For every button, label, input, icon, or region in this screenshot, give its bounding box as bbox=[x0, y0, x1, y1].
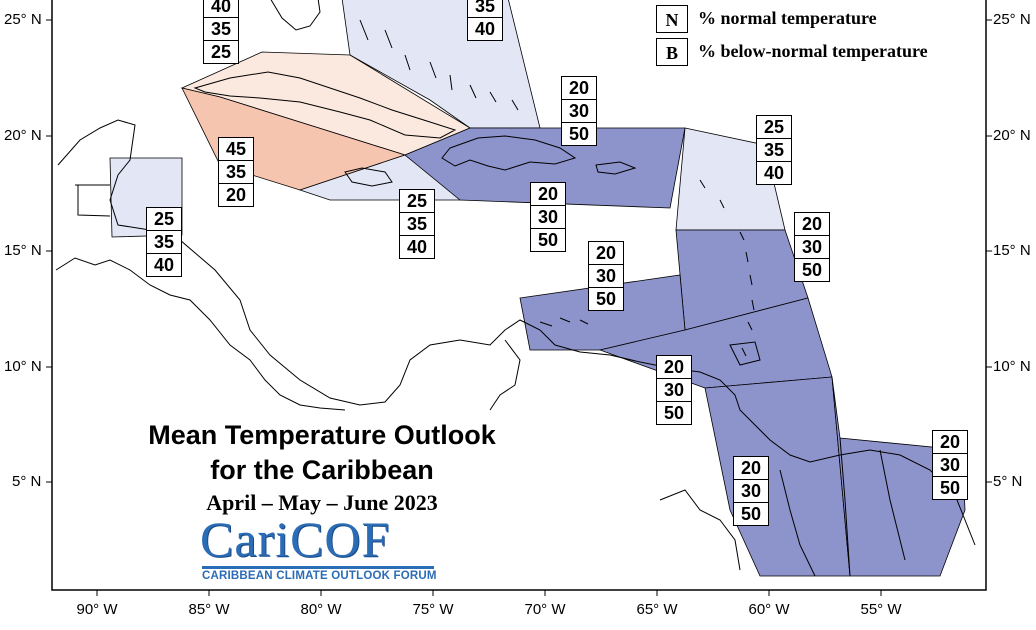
lat-label-15n-left: 15° N bbox=[4, 242, 42, 259]
prob-value: 40 bbox=[203, 0, 239, 18]
prob-value: 20 bbox=[733, 456, 769, 480]
prob-value: 45 bbox=[218, 137, 254, 161]
lon-label-55w: 55° W bbox=[860, 601, 902, 618]
lat-label-15n-right: 15° N bbox=[993, 242, 1031, 259]
forecast-period: April – May – June 2023 bbox=[206, 490, 438, 515]
prob-value: 30 bbox=[561, 99, 597, 123]
prob-value: 40 bbox=[467, 17, 503, 41]
prob-value: 20 bbox=[530, 182, 566, 206]
prob-value: 30 bbox=[794, 235, 830, 259]
lat-label-5n-left: 5° N bbox=[12, 473, 42, 490]
coastlines bbox=[55, 0, 976, 577]
prob-value: 50 bbox=[588, 287, 624, 311]
map-frame bbox=[51, 0, 987, 591]
lat-label-5n-right: 5° N bbox=[993, 473, 1023, 490]
prob-value: 40 bbox=[146, 253, 182, 277]
prob-value: 35 bbox=[467, 0, 503, 18]
prob-value: 50 bbox=[932, 476, 968, 500]
legend-key-normal: N bbox=[656, 4, 688, 33]
legend-row-below: B % below-normal temperature bbox=[656, 35, 928, 68]
prob-value: 25 bbox=[756, 115, 792, 139]
lon-label-85w: 85° W bbox=[188, 601, 230, 618]
legend-row-normal: N % normal temperature bbox=[656, 2, 928, 35]
region-guyana bbox=[704, 376, 851, 577]
legend: N % normal temperature B % below-normal … bbox=[656, 2, 928, 68]
prob-value: 30 bbox=[733, 479, 769, 503]
prob-value: 30 bbox=[530, 205, 566, 229]
lon-label-80w: 80° W bbox=[300, 601, 342, 618]
prob-box-leeward: 20 30 50 bbox=[794, 212, 830, 282]
region-hispaniola bbox=[404, 127, 686, 209]
prob-value: 20 bbox=[561, 76, 597, 100]
prob-value: 35 bbox=[203, 17, 239, 41]
prob-value: 20 bbox=[932, 430, 968, 454]
lon-label-65w: 65° W bbox=[636, 601, 678, 618]
prob-value: 50 bbox=[561, 122, 597, 146]
legend-label-normal: % normal temperature bbox=[698, 8, 877, 28]
prob-value: 35 bbox=[146, 230, 182, 254]
map-title: Mean Temperature Outlook for the Caribbe… bbox=[112, 418, 532, 488]
lat-label-20n-left: 20° N bbox=[4, 127, 42, 144]
lon-label-75w: 75° W bbox=[412, 601, 454, 618]
prob-value: 50 bbox=[733, 502, 769, 526]
prob-box-hispaniola: 20 30 50 bbox=[561, 76, 597, 146]
prob-value: 25 bbox=[146, 207, 182, 231]
lat-label-25n-right: 25° N bbox=[993, 11, 1031, 28]
prob-box-bahamas-east: 25 35 40 bbox=[467, 0, 503, 41]
prob-box-guyana: 20 30 50 bbox=[733, 456, 769, 526]
prob-value: 20 bbox=[588, 241, 624, 265]
map-title-line2: for the Caribbean bbox=[210, 455, 434, 485]
prob-value: 40 bbox=[756, 161, 792, 185]
prob-box-abc: 20 30 50 bbox=[588, 241, 624, 311]
prob-value: 50 bbox=[794, 258, 830, 282]
forecast-regions bbox=[109, 0, 966, 577]
lat-label-10n-left: 10° N bbox=[4, 358, 42, 375]
lon-label-70w: 70° W bbox=[524, 601, 566, 618]
prob-box-trinidad: 20 30 50 bbox=[656, 355, 692, 425]
prob-value: 35 bbox=[399, 212, 435, 236]
map-title-line1: Mean Temperature Outlook bbox=[148, 420, 496, 450]
prob-value: 35 bbox=[218, 160, 254, 184]
caricof-logo-subtitle: CARIBBEAN CLIMATE OUTLOOK FORUM bbox=[202, 570, 437, 582]
prob-value: 20 bbox=[218, 183, 254, 207]
prob-box-jamaica: 25 35 40 bbox=[399, 189, 435, 259]
prob-box-leeward-north: 25 35 40 bbox=[756, 115, 792, 185]
lat-label-20n-right: 20° N bbox=[993, 127, 1031, 144]
prob-value: 20 bbox=[656, 355, 692, 379]
lat-label-25n-left: 25° N bbox=[4, 11, 42, 28]
lon-label-90w: 90° W bbox=[76, 601, 118, 618]
axis-ticks bbox=[46, 19, 992, 596]
prob-value: 30 bbox=[656, 378, 692, 402]
prob-value: 40 bbox=[399, 235, 435, 259]
caricof-logo-rule bbox=[202, 566, 434, 569]
legend-key-below: B bbox=[656, 37, 688, 66]
prob-value: 25 bbox=[399, 189, 435, 213]
prob-box-belize: 25 35 40 bbox=[146, 207, 182, 277]
prob-box-puerto-rico: 20 30 50 bbox=[530, 182, 566, 252]
prob-value: 25 bbox=[203, 40, 239, 64]
prob-value: 50 bbox=[656, 401, 692, 425]
prob-box-bahamas-north: 40 35 25 bbox=[203, 0, 239, 64]
prob-box-french-guiana: 20 30 50 bbox=[932, 430, 968, 500]
prob-value: 35 bbox=[756, 138, 792, 162]
prob-value: 20 bbox=[794, 212, 830, 236]
legend-label-below: % below-normal temperature bbox=[698, 41, 928, 61]
lon-label-60w: 60° W bbox=[748, 601, 790, 618]
prob-value: 30 bbox=[588, 264, 624, 288]
prob-value: 30 bbox=[932, 453, 968, 477]
prob-value: 50 bbox=[530, 228, 566, 252]
lat-label-10n-right: 10° N bbox=[993, 358, 1031, 375]
prob-box-cuba-west: 45 35 20 bbox=[218, 137, 254, 207]
caricof-logo-wordmark: CariCOF bbox=[200, 511, 391, 567]
caricof-logo: CariCOF CARIBBEAN CLIMATE OUTLOOK FORUM bbox=[200, 514, 440, 582]
